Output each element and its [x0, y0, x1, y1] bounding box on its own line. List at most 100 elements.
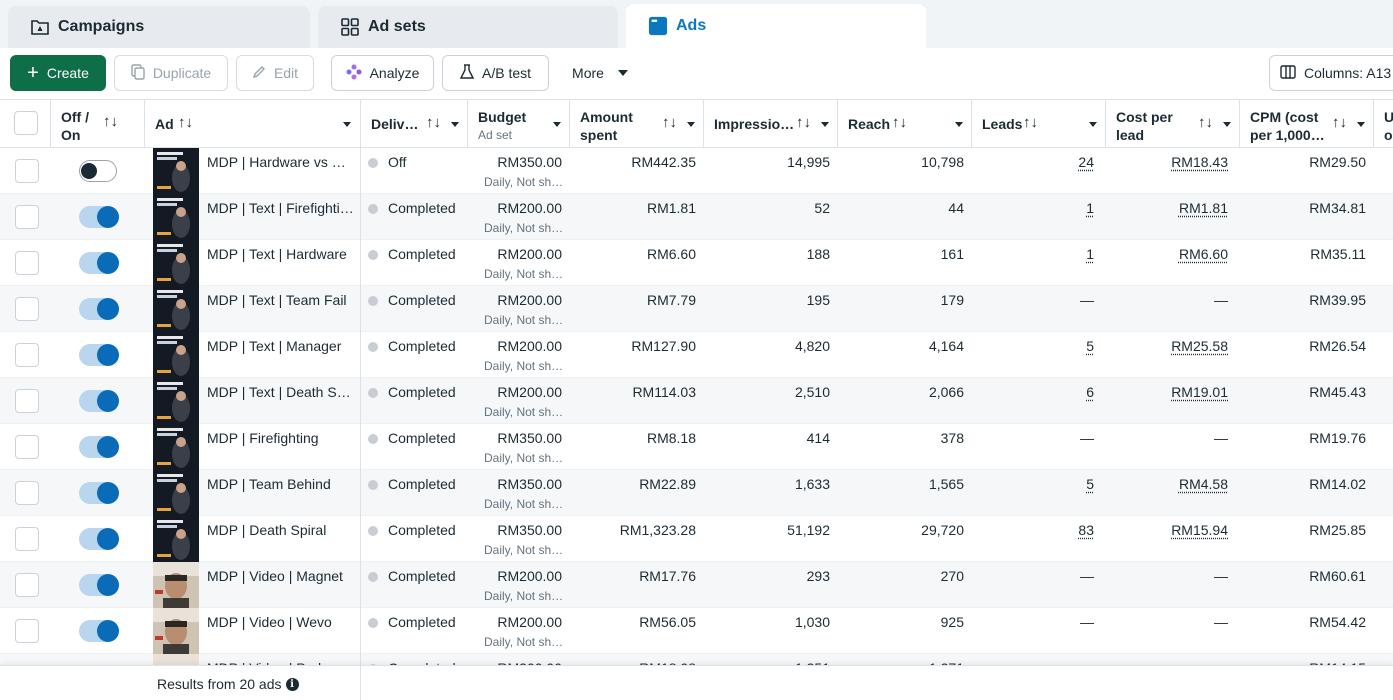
caret-down-icon[interactable]: [955, 122, 963, 127]
row-checkbox[interactable]: [15, 573, 39, 597]
table-row[interactable]: MDP | Text | Firefighting Completed RM200.…: [0, 194, 1393, 240]
cpm-value: RM19.76: [1309, 430, 1366, 446]
caret-down-icon[interactable]: [343, 122, 351, 127]
amount-spent-value: RM6.60: [646, 246, 696, 262]
tab-campaigns[interactable]: Campaigns: [8, 6, 310, 48]
header-leads[interactable]: Leads ↑↓: [972, 100, 1106, 148]
duplicate-button[interactable]: Duplicate: [114, 55, 228, 91]
header-next-column[interactable]: U o: [1384, 109, 1393, 143]
table-row[interactable]: MDP | Text | Manager Completed RM200.00 Dai…: [0, 332, 1393, 378]
header-delivery[interactable]: Deliv… ↑↓: [361, 100, 468, 148]
reach-value: 2,066: [928, 384, 964, 400]
table-row[interactable]: MDP | Text | Hardware Completed RM200.00 Da…: [0, 240, 1393, 286]
sort-icon[interactable]: ↑↓: [426, 114, 441, 131]
row-checkbox[interactable]: [15, 435, 39, 459]
sort-icon[interactable]: ↑↓: [178, 114, 193, 131]
sort-icon[interactable]: ↑↓: [1198, 114, 1213, 131]
caret-down-icon[interactable]: [553, 122, 561, 127]
ad-thumbnail[interactable]: [153, 332, 199, 378]
sort-icon[interactable]: ↑↓: [1332, 114, 1347, 131]
delivery-toggle[interactable]: [79, 298, 119, 320]
caret-down-icon[interactable]: [1089, 122, 1097, 127]
header-impressions[interactable]: Impressio… ↑↓: [704, 100, 838, 148]
analyze-button[interactable]: Analyze: [331, 55, 434, 91]
ad-thumbnail[interactable]: [153, 470, 199, 516]
ab-test-button[interactable]: A/B test: [442, 55, 549, 91]
header-budget[interactable]: Budget Ad set: [468, 100, 570, 148]
table-row[interactable]: MDP | Hardware vs SoftwareOffRM350.00Dai…: [0, 148, 1393, 194]
row-checkbox[interactable]: [15, 251, 39, 275]
caret-down-icon[interactable]: [1357, 122, 1365, 127]
sort-icon[interactable]: ↑↓: [796, 114, 811, 131]
budget-type: Daily, Not sh…: [484, 543, 562, 557]
row-checkbox[interactable]: [15, 297, 39, 321]
leads-value: 24: [1078, 154, 1094, 170]
table-row[interactable]: MDP | Video | Wevo Completed RM200.00 Daily…: [0, 608, 1393, 654]
budget-value: RM200.00: [497, 568, 562, 584]
more-dropdown[interactable]: More: [562, 55, 638, 91]
delivery-toggle[interactable]: [79, 482, 119, 504]
ad-thumbnail[interactable]: [153, 562, 199, 608]
delivery-toggle[interactable]: [79, 252, 119, 274]
caret-down-icon[interactable]: [821, 122, 829, 127]
row-checkbox[interactable]: [15, 619, 39, 643]
ad-thumbnail[interactable]: [153, 424, 199, 470]
sort-icon[interactable]: ↑↓: [662, 114, 677, 131]
delivery-toggle[interactable]: [79, 528, 119, 550]
delivery-toggle[interactable]: [79, 344, 119, 366]
sort-icon[interactable]: ↑↓: [892, 114, 907, 131]
reach-value: 378: [940, 430, 964, 446]
table-row[interactable]: MDP | Death Spiral Completed RM350.00 Daily…: [0, 516, 1393, 562]
tab-ads[interactable]: Ads: [626, 4, 926, 48]
tab-adsets[interactable]: Ad sets: [318, 6, 618, 48]
budget-type: Daily, Not sh…: [484, 589, 562, 603]
table-row[interactable]: MDP | Firefighting Completed RM350.00 Daily…: [0, 424, 1393, 470]
delivery-toggle[interactable]: [79, 620, 119, 642]
select-all-checkbox[interactable]: [14, 111, 38, 135]
create-button[interactable]: + Create: [10, 55, 106, 91]
ad-thumbnail[interactable]: [153, 194, 199, 240]
delivery-status: Completed: [388, 614, 456, 630]
header-ad[interactable]: Ad ↑↓: [145, 100, 361, 148]
cost-per-lead-value: RM15.94: [1171, 522, 1228, 538]
row-checkbox[interactable]: [15, 481, 39, 505]
ad-thumbnail[interactable]: [153, 286, 199, 332]
row-checkbox[interactable]: [15, 159, 39, 183]
ad-thumbnail[interactable]: [153, 240, 199, 286]
delivery-toggle[interactable]: [79, 160, 117, 182]
info-icon[interactable]: i: [285, 677, 299, 691]
row-checkbox[interactable]: [15, 205, 39, 229]
ad-thumbnail[interactable]: [153, 516, 199, 562]
table-footer: Results from 20 ads i: [0, 665, 1393, 700]
table-row[interactable]: MDP | Team Behind Completed RM350.00 Daily,…: [0, 470, 1393, 516]
caret-down-icon[interactable]: [1223, 122, 1231, 127]
columns-dropdown[interactable]: Columns: A13: [1269, 55, 1393, 91]
delivery-toggle[interactable]: [79, 390, 119, 412]
budget-value: RM350.00: [497, 476, 562, 492]
delivery-toggle[interactable]: [79, 574, 119, 596]
impressions-value: 52: [814, 200, 830, 216]
row-checkbox[interactable]: [15, 389, 39, 413]
header-reach[interactable]: Reach ↑↓: [838, 100, 972, 148]
header-cpm[interactable]: CPM (cost per 1,000… ↑↓: [1240, 100, 1374, 148]
table-row[interactable]: MDP | Video | Magnet Completed RM200.00 Dai…: [0, 562, 1393, 608]
delivery-toggle[interactable]: [79, 436, 119, 458]
leads-value: 6: [1086, 384, 1094, 400]
row-checkbox[interactable]: [15, 527, 39, 551]
ad-thumbnail[interactable]: [153, 608, 199, 654]
table-row[interactable]: MDP | Text | Death Spiral Completed RM200.…: [0, 378, 1393, 424]
edit-button[interactable]: Edit: [236, 55, 314, 91]
header-cost-per-lead[interactable]: Cost per lead ↑↓: [1106, 100, 1240, 148]
caret-down-icon[interactable]: [451, 122, 459, 127]
header-off-on[interactable]: Off / On ↑↓: [51, 100, 145, 148]
amount-spent-value: RM1,323.28: [619, 522, 696, 538]
ad-thumbnail[interactable]: [153, 148, 199, 194]
header-amount-spent[interactable]: Amount spent ↑↓: [570, 100, 704, 148]
delivery-toggle[interactable]: [79, 206, 119, 228]
ad-thumbnail[interactable]: [153, 378, 199, 424]
sort-icon[interactable]: ↑↓: [1023, 114, 1038, 131]
caret-down-icon[interactable]: [687, 122, 695, 127]
row-checkbox[interactable]: [15, 343, 39, 367]
table-row[interactable]: MDP | Text | Team Fail Completed RM200.00 D…: [0, 286, 1393, 332]
sort-icon[interactable]: ↑↓: [103, 113, 118, 130]
